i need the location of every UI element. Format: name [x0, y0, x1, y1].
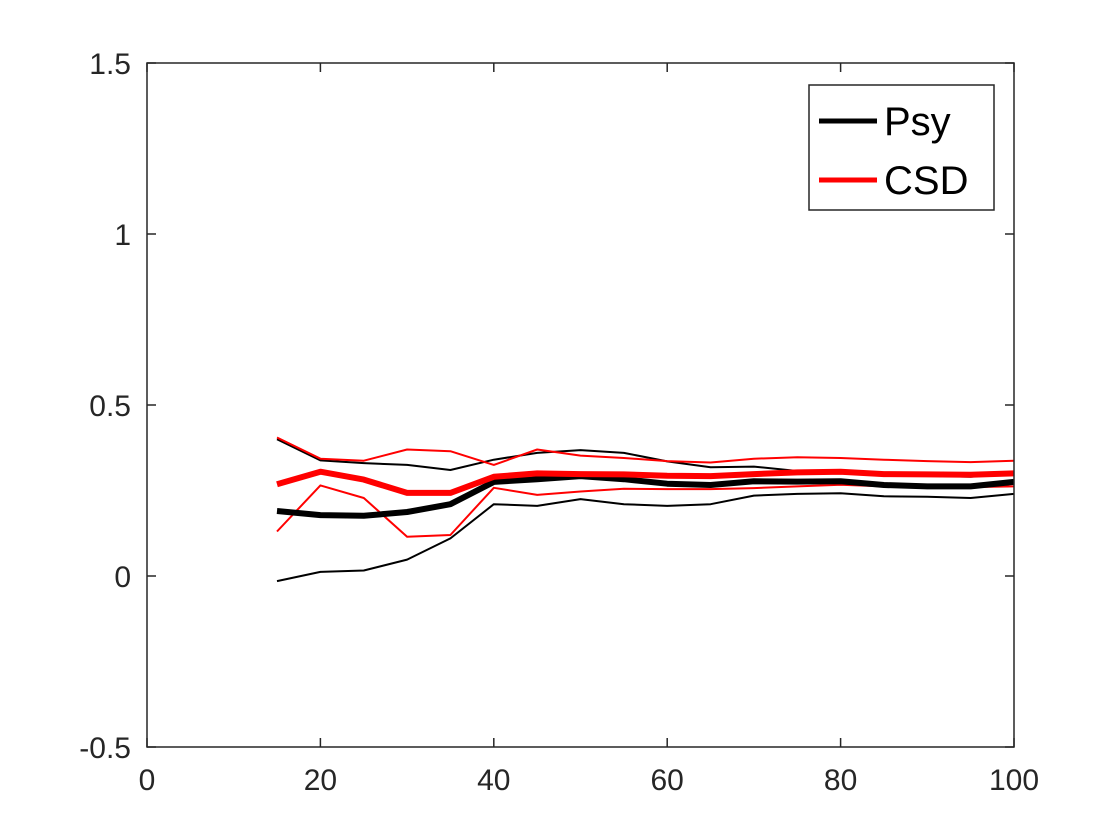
- x-tick-label: 80: [824, 764, 857, 797]
- legend-box: [808, 84, 995, 211]
- x-tick-label: 60: [651, 764, 684, 797]
- series-line-csd-mean: [276, 468, 1015, 496]
- y-tick-label: 1.5: [89, 48, 131, 81]
- series-line-psy-lower: [276, 492, 1015, 583]
- x-tick-label: 100: [989, 764, 1039, 797]
- x-tick-label: 20: [304, 764, 337, 797]
- series-line-csd-upper: [276, 436, 1015, 466]
- y-tick-label: 1: [114, 219, 131, 252]
- y-tick-label: 0: [114, 561, 131, 594]
- series-line-psy-mean: [276, 473, 1015, 519]
- y-tick-label: 0.5: [89, 390, 131, 423]
- y-tick-label: -0.5: [79, 732, 131, 765]
- legend-label-csd: CSD: [884, 159, 968, 203]
- ticks: 0 20 40 60 80 100-0.500.511.5: [79, 48, 1039, 797]
- legend-label-psy: Psy: [884, 100, 951, 144]
- x-tick-label: 0: [139, 764, 156, 797]
- x-tick-label: 40: [477, 764, 510, 797]
- series-layer: [276, 436, 1015, 583]
- legend: Psy CSD: [808, 84, 995, 211]
